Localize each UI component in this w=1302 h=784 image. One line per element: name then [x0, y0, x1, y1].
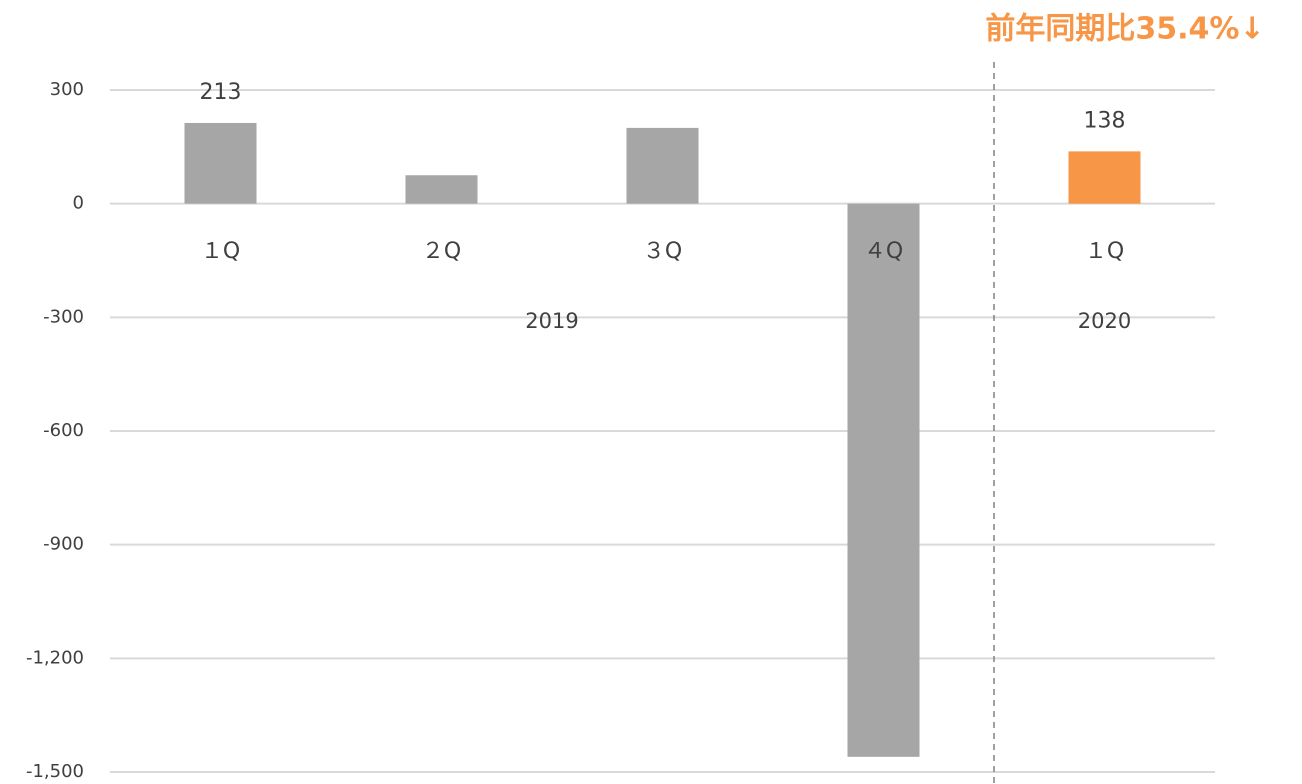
x-tick-label: ３Q [643, 239, 682, 264]
bar [847, 203, 920, 757]
y-tick-label: -600 [43, 420, 84, 441]
bar [184, 122, 257, 204]
y-tick-label: -1,500 [26, 761, 84, 782]
annotation: 前年同期比35.4%↓ [985, 12, 1264, 47]
x-tick-label: １Q [201, 239, 240, 264]
y-tick-label: 0 [73, 193, 84, 214]
bar [1068, 151, 1141, 204]
y-tick-label: 300 [50, 79, 84, 100]
x-tick-label: １Q [1085, 239, 1124, 264]
data-label: 138 [1084, 108, 1126, 133]
bar [626, 127, 699, 204]
data-label: 213 [200, 80, 242, 105]
bar [405, 175, 478, 204]
y-tick-label: -900 [43, 534, 84, 555]
y-tick-label: -300 [43, 306, 84, 327]
y-tick-label: -1,200 [26, 647, 84, 668]
x-tick-label: ２Q [422, 239, 461, 264]
x-tick-label: ４Q [864, 239, 903, 264]
group-label: 2019 [525, 309, 578, 333]
group-label: 2020 [1078, 309, 1131, 333]
